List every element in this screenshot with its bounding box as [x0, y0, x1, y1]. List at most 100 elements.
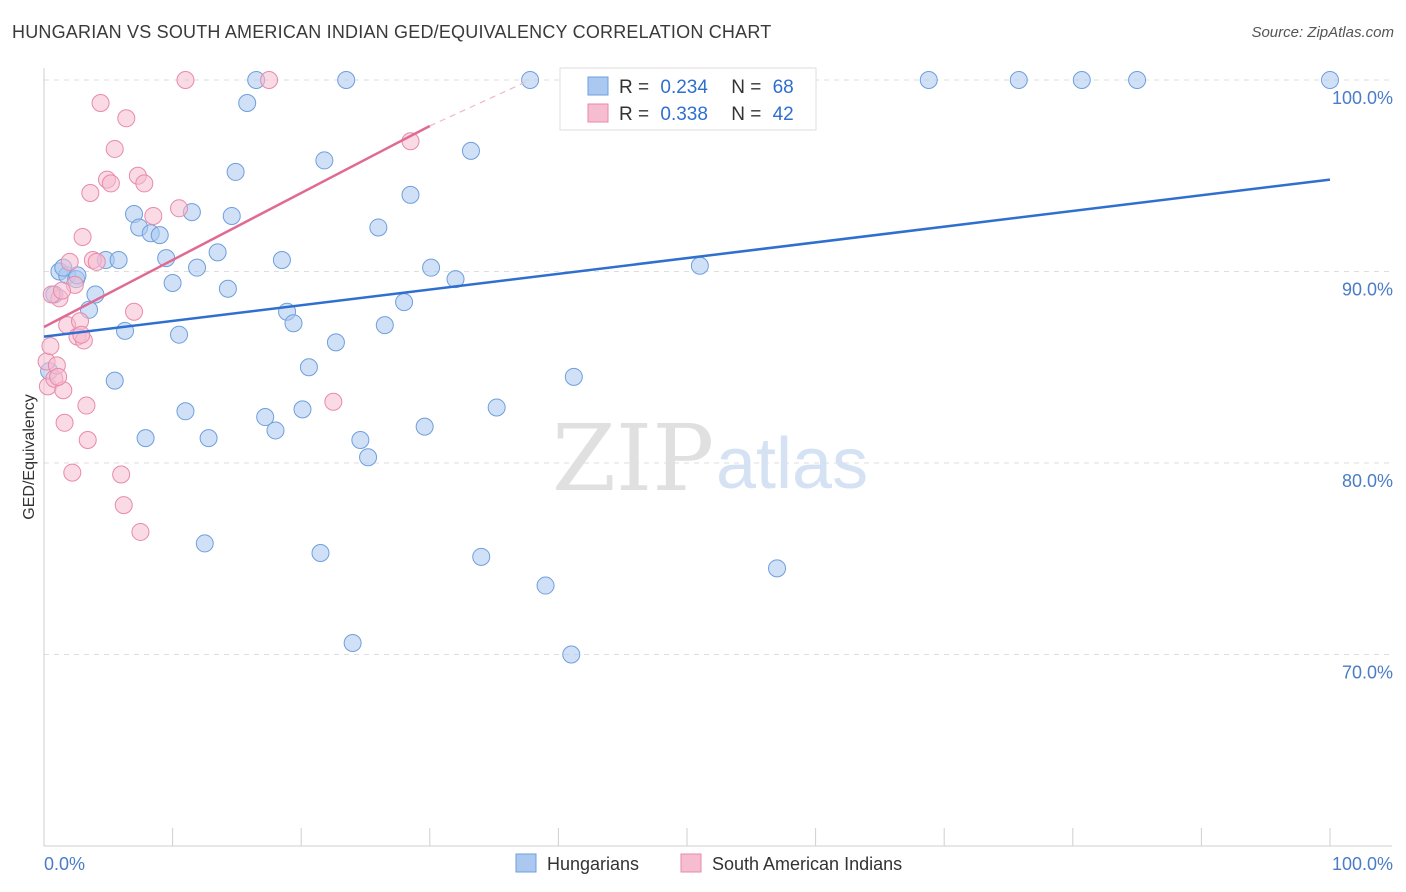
- y-tick-labels: 70.0% 80.0% 90.0% 100.0%: [1332, 88, 1393, 683]
- y-axis-title: GED/Equivalency: [21, 394, 38, 519]
- south-american-indian-trend-line: [43, 124, 431, 329]
- hungarian-point: [150, 226, 169, 245]
- hungarian-trend-line: [43, 178, 1331, 338]
- legend-n-label-2: N =: [731, 104, 761, 125]
- hungarian-point: [299, 358, 318, 377]
- y-tick-label: 70.0%: [1342, 663, 1393, 683]
- hungarian-point: [222, 206, 241, 225]
- bottom-legend-south-american-indians: South American Indians: [712, 854, 902, 874]
- hungarian-point: [226, 162, 245, 181]
- hungarian-point: [768, 559, 787, 578]
- hungarian-point: [195, 534, 214, 553]
- axes: [43, 68, 1392, 847]
- hungarian-point: [218, 279, 237, 298]
- hungarian-point: [919, 71, 938, 89]
- hungarian-point: [293, 400, 312, 419]
- hungarian-point: [266, 421, 285, 440]
- hungarian-point: [315, 151, 334, 170]
- south-american-indian-point: [60, 252, 79, 271]
- south-american-indian-point: [170, 199, 189, 218]
- hungarian-point: [337, 71, 356, 89]
- trend-lines: [43, 79, 1331, 338]
- south-american-indian-point: [78, 431, 97, 450]
- legend-n-value-2: 42: [773, 104, 794, 125]
- south-american-indian-point: [125, 302, 144, 321]
- hungarian-point: [351, 431, 370, 450]
- south-american-indian-point: [101, 174, 120, 193]
- bottom-legend: Hungarians South American Indians: [515, 853, 902, 874]
- hungarian-point: [163, 273, 182, 292]
- legend-n-value-1: 68: [773, 77, 794, 98]
- south-american-indian-point: [63, 463, 82, 482]
- hungarian-point: [395, 293, 414, 312]
- legend-r-value-2: 0.338: [660, 104, 708, 125]
- bottom-legend-swatch-south-american-indians: [680, 853, 702, 873]
- hungarian-point: [199, 429, 218, 448]
- hungarian-point: [343, 634, 362, 653]
- legend-r-label-1: R =: [619, 77, 649, 98]
- data-points: [37, 71, 1339, 664]
- hungarian-point: [1072, 71, 1091, 89]
- hungarian-point: [284, 314, 303, 333]
- hungarian-point: [105, 371, 124, 390]
- y-tick-label: 100.0%: [1332, 88, 1393, 108]
- south-american-indian-point: [49, 367, 68, 386]
- legend-n-label-1: N =: [731, 77, 761, 98]
- hungarian-point: [188, 258, 207, 277]
- watermark-atlas: atlas: [716, 424, 868, 504]
- south-american-indian-point: [81, 183, 100, 202]
- south-american-indian-point: [55, 413, 74, 432]
- south-american-indian-point: [117, 109, 136, 128]
- hungarian-point: [208, 243, 227, 262]
- hungarian-point: [562, 645, 581, 664]
- x-tick-label-min: 0.0%: [44, 854, 85, 874]
- south-american-indian-trend-extension: [429, 79, 531, 127]
- hungarian-point: [472, 547, 491, 566]
- hungarian-point: [690, 256, 709, 275]
- hungarian-point: [136, 429, 155, 448]
- hungarian-point: [1128, 71, 1147, 89]
- y-tick-label: 90.0%: [1342, 280, 1393, 300]
- south-american-indian-point: [77, 396, 96, 415]
- hungarian-point: [369, 218, 388, 237]
- chart-title: HUNGARIAN VS SOUTH AMERICAN INDIAN GED/E…: [12, 22, 772, 42]
- hungarian-point: [272, 251, 291, 270]
- hungarian-point: [375, 316, 394, 335]
- south-american-indian-point: [91, 93, 110, 112]
- source-label: Source: ZipAtlas.com: [1251, 24, 1394, 41]
- south-american-indian-point: [41, 337, 60, 356]
- hungarian-point: [401, 185, 420, 204]
- south-american-indian-point: [260, 71, 279, 89]
- hungarian-point: [359, 448, 378, 467]
- legend-swatch-south-american-indians: [587, 103, 609, 123]
- legend-r-label-2: R =: [619, 104, 649, 125]
- hungarian-point: [238, 93, 257, 112]
- hungarian-point: [170, 325, 189, 344]
- watermark-zip: ZIP: [552, 405, 714, 512]
- south-american-indian-point: [135, 174, 154, 193]
- south-american-indian-point: [131, 522, 150, 541]
- bottom-legend-swatch-hungarians: [515, 853, 537, 873]
- hungarian-point: [536, 576, 555, 595]
- svg-text:R = 0.234 N =: R = 0.234 N = 68: [619, 77, 794, 98]
- hungarian-point: [446, 270, 465, 289]
- south-american-indian-point: [53, 281, 72, 300]
- hungarian-point: [256, 408, 275, 427]
- south-american-indian-point: [324, 392, 343, 411]
- hungarian-point: [109, 251, 128, 270]
- legend-box: R = 0.234 N = 68 R = 0.338 N = 42: [559, 67, 817, 131]
- hungarian-point: [422, 258, 441, 277]
- south-american-indian-point: [114, 496, 133, 515]
- y-tick-label: 80.0%: [1342, 471, 1393, 491]
- bottom-legend-hungarians: Hungarians: [547, 854, 639, 874]
- south-american-indian-point: [144, 206, 163, 225]
- south-american-indian-point: [73, 228, 92, 247]
- hungarian-point: [311, 544, 330, 563]
- hungarian-point: [1321, 71, 1339, 89]
- hungarian-point: [461, 141, 480, 160]
- x-tick-label-max: 100.0%: [1332, 854, 1393, 874]
- legend-swatch-hungarians: [587, 76, 609, 96]
- south-american-indian-point: [112, 465, 131, 484]
- hungarian-point: [415, 417, 434, 436]
